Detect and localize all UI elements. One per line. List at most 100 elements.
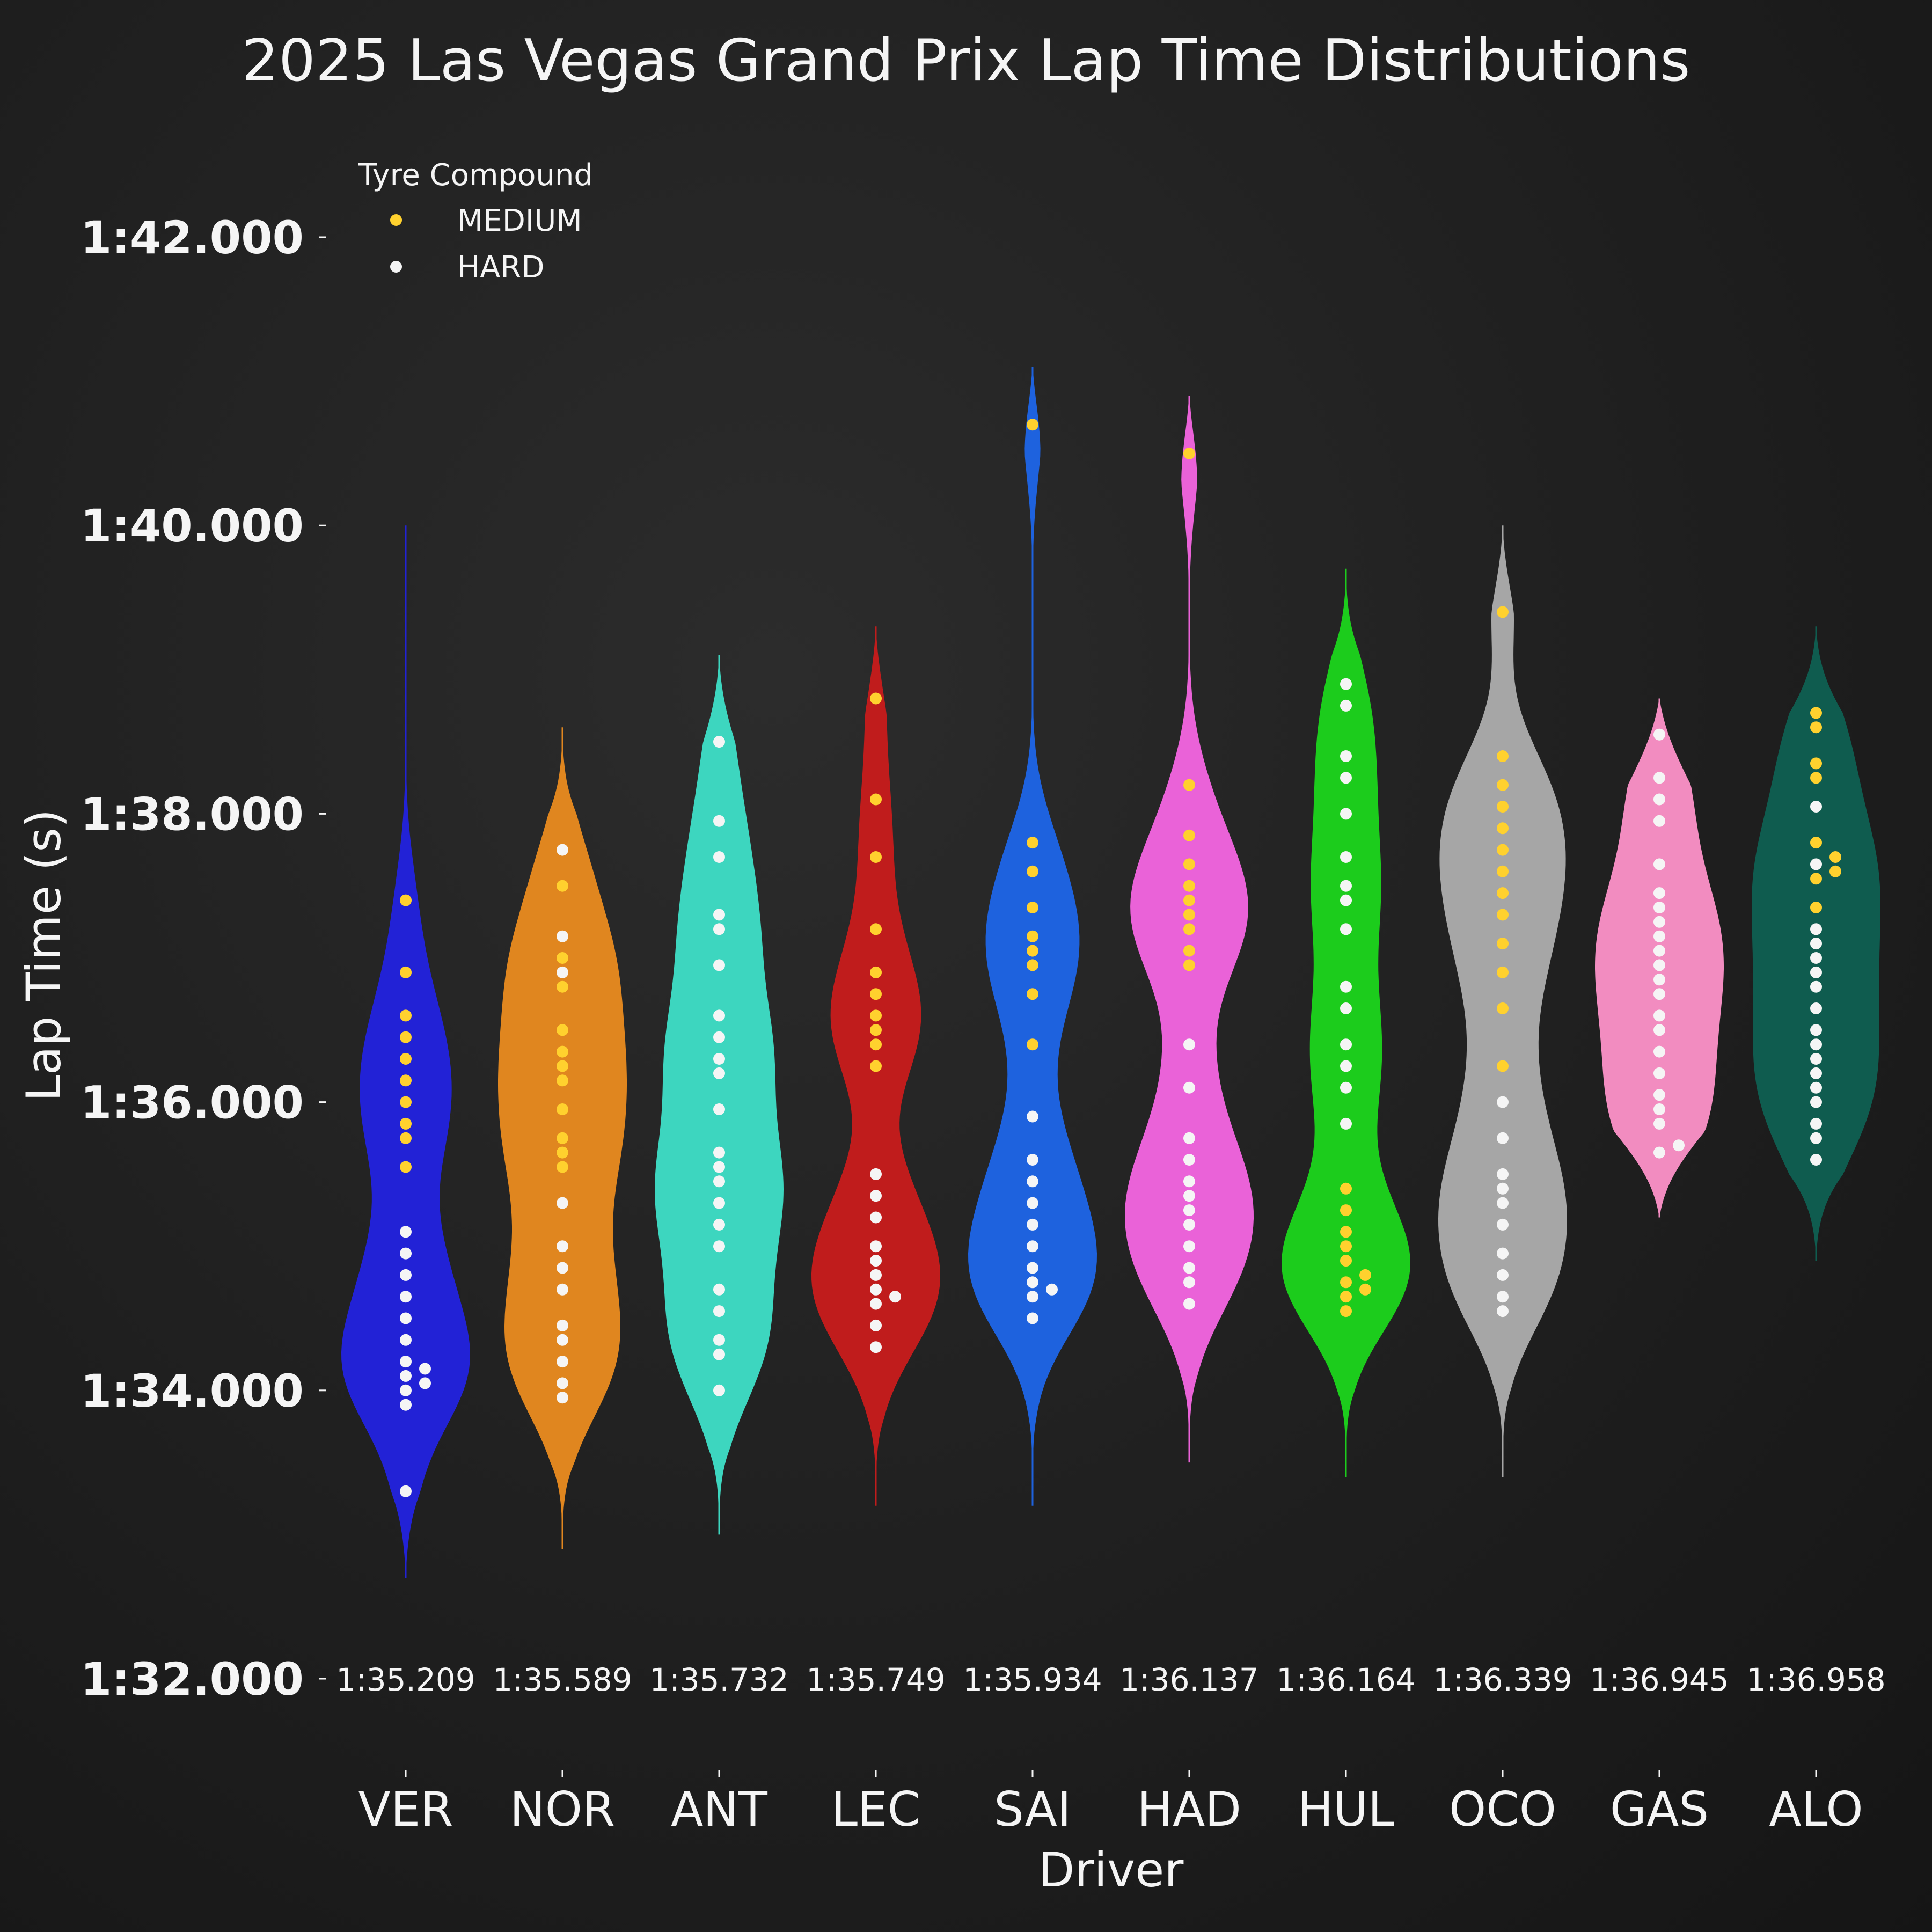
lap-point-hard — [1340, 699, 1352, 712]
lap-point-medium — [400, 1161, 412, 1173]
lap-point-medium — [1340, 1240, 1352, 1253]
lap-point-hard — [870, 1168, 882, 1180]
lap-point-medium — [1359, 1269, 1371, 1281]
lap-point-hard — [1340, 750, 1352, 762]
lap-point-hard — [713, 1009, 725, 1022]
x-tick-label-gas: GAS — [1610, 1782, 1709, 1837]
lap-point-hard — [1497, 1132, 1509, 1144]
lap-point-hard — [713, 1053, 725, 1065]
lap-point-hard — [1027, 1110, 1038, 1123]
lap-point-medium — [1340, 1291, 1352, 1303]
lap-point-hard — [889, 1291, 901, 1303]
lap-point-hard — [1653, 1045, 1665, 1058]
lap-point-hard — [1497, 1305, 1509, 1318]
lap-point-hard — [1653, 815, 1665, 827]
lap-point-hard — [400, 1312, 412, 1324]
lap-point-hard — [400, 1356, 412, 1368]
lap-point-hard — [1027, 1276, 1038, 1289]
lap-point-medium — [1027, 1038, 1038, 1051]
lap-point-hard — [1653, 1009, 1665, 1022]
lap-point-hard — [713, 1067, 725, 1079]
lap-point-hard — [1653, 945, 1665, 957]
lap-point-medium — [557, 1161, 568, 1173]
lap-point-medium — [557, 1045, 568, 1058]
lap-point-hard — [1810, 858, 1822, 870]
lap-point-hard — [1340, 880, 1352, 892]
y-axis-ticks: 1:32.000 1:34.000 1:36.000 1:38.000 1:40.000… — [80, 211, 326, 1706]
legend-title: Tyre Compound — [358, 158, 593, 193]
violin-gas — [1595, 698, 1724, 1218]
median-label-had: 1:36.137 — [1119, 1662, 1258, 1698]
lap-point-hard — [557, 1283, 568, 1296]
lap-point-hard — [713, 1031, 725, 1043]
lap-point-medium — [400, 1096, 412, 1108]
y-axis-label: Lap Time (s) — [16, 809, 71, 1102]
x-tick-label-hul: HUL — [1298, 1782, 1394, 1837]
violin-ver — [341, 525, 470, 1578]
median-label-lec: 1:35.749 — [806, 1662, 945, 1698]
lap-point-hard — [557, 1319, 568, 1331]
lap-point-hard — [419, 1363, 431, 1375]
lap-point-hard — [400, 1269, 412, 1281]
lap-point-hard — [1810, 801, 1822, 813]
median-label-nor: 1:35.589 — [493, 1662, 632, 1698]
lap-point-hard — [1653, 916, 1665, 928]
lap-point-hard — [713, 1146, 725, 1159]
lap-point-medium — [1829, 851, 1841, 863]
lap-point-medium — [1497, 801, 1509, 813]
lap-point-hard — [1183, 1276, 1195, 1289]
lap-point-hard — [1653, 1103, 1665, 1115]
lap-point-hard — [1810, 1038, 1822, 1051]
lap-point-hard — [1653, 902, 1665, 913]
legend-marker-hard — [390, 261, 402, 273]
lap-point-hard — [400, 1485, 412, 1497]
lap-point-medium — [1810, 902, 1822, 913]
lap-point-hard — [1027, 1218, 1038, 1231]
lap-point-hard — [1027, 1154, 1038, 1166]
lap-point-hard — [1183, 1132, 1195, 1144]
lap-point-hard — [1810, 1096, 1822, 1108]
lap-point-medium — [1810, 772, 1822, 784]
median-label-alo: 1:36.958 — [1746, 1662, 1885, 1698]
median-label-hul: 1:36.164 — [1276, 1662, 1415, 1698]
legend-marker-medium — [390, 214, 402, 226]
lap-point-hard — [1340, 894, 1352, 906]
lap-point-hard — [1497, 1269, 1509, 1281]
lap-point-hard — [1340, 772, 1352, 784]
lap-point-medium — [870, 923, 882, 935]
lap-point-hard — [1183, 1262, 1195, 1274]
lap-point-medium — [1183, 779, 1195, 791]
lap-point-medium — [1497, 938, 1509, 950]
lap-point-hard — [870, 1269, 882, 1281]
median-label-sai: 1:35.934 — [963, 1662, 1102, 1698]
lap-point-hard — [870, 1190, 882, 1202]
lap-point-medium — [870, 1024, 882, 1036]
lap-point-hard — [870, 1319, 882, 1331]
lap-point-medium — [1183, 880, 1195, 892]
lap-point-hard — [713, 959, 725, 971]
lap-point-hard — [1183, 1240, 1195, 1253]
y-tick-label: 1:38.000 — [80, 788, 304, 840]
median-label-ant: 1:35.732 — [649, 1662, 788, 1698]
x-tick-label-nor: NOR — [510, 1782, 615, 1837]
y-tick-label: 1:42.000 — [80, 211, 304, 264]
lap-point-hard — [713, 1240, 725, 1253]
lap-point-medium — [400, 1009, 412, 1022]
lap-point-medium — [1810, 707, 1822, 719]
lap-point-medium — [1810, 837, 1822, 849]
lap-point-medium — [557, 952, 568, 964]
lap-point-hard — [1810, 1154, 1822, 1166]
lap-point-hard — [557, 1240, 568, 1253]
data-points — [400, 419, 1841, 1497]
lap-point-medium — [1027, 865, 1038, 877]
lap-point-hard — [400, 1247, 412, 1260]
lap-point-medium — [1497, 779, 1509, 791]
lap-point-hard — [1810, 1002, 1822, 1014]
legend: Tyre Compound MEDIUM HARD — [358, 158, 593, 285]
lap-point-medium — [400, 1031, 412, 1043]
violin-oco — [1438, 525, 1567, 1477]
lap-point-hard — [1340, 808, 1352, 820]
lap-point-medium — [1183, 923, 1195, 935]
lap-point-hard — [1183, 1175, 1195, 1188]
